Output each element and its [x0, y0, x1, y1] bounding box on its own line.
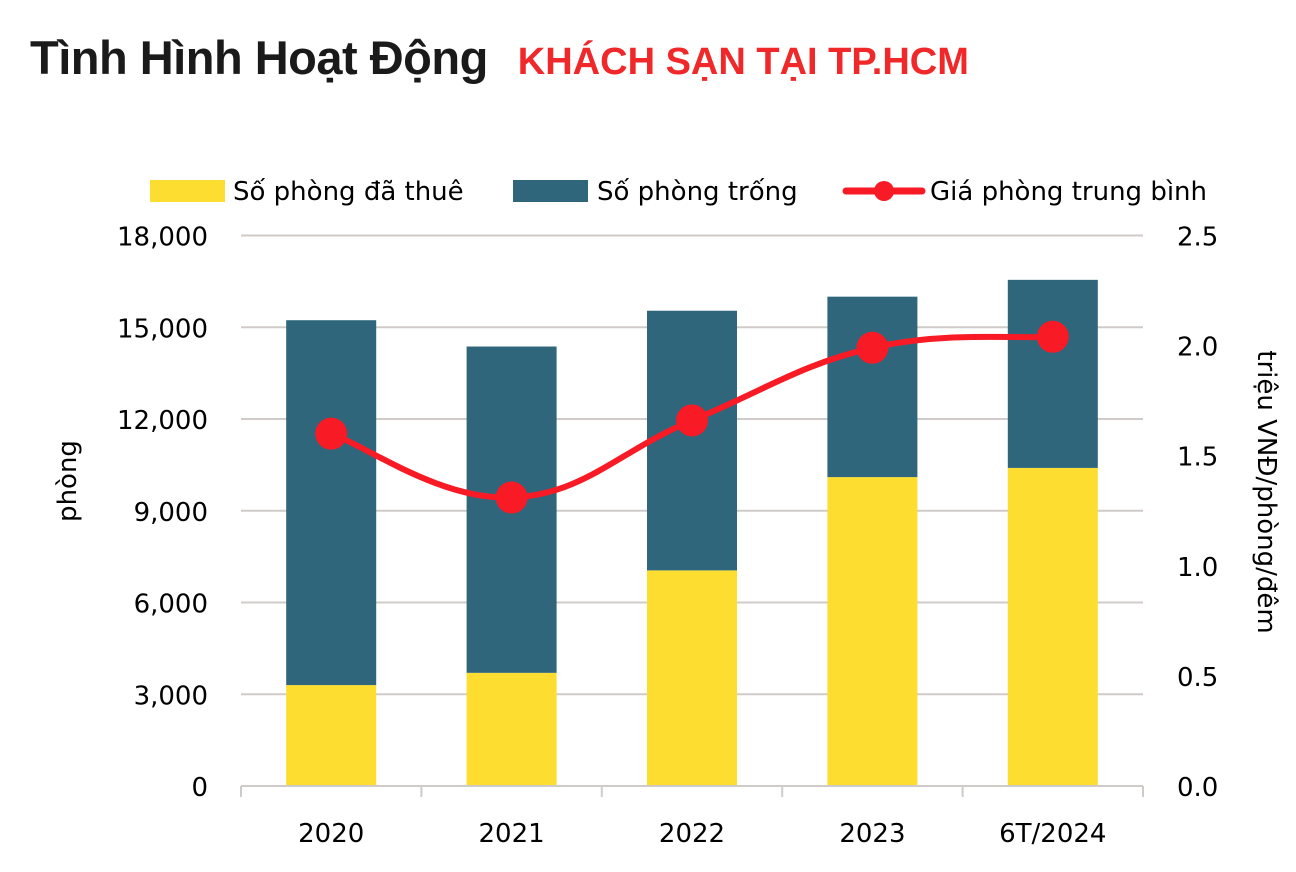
legend-item: Số phòng trống	[513, 177, 798, 207]
x-tick-label: 2022	[659, 819, 725, 849]
legend-swatch-icon	[513, 180, 588, 202]
bar-rented	[827, 477, 918, 786]
price-marker	[315, 417, 348, 450]
y-tick-label-right: 1.0	[1177, 553, 1218, 583]
legend: Số phòng đã thuê Số phòng trống Giá phòng …	[150, 177, 1207, 207]
y-axis-title-left: phòng	[53, 440, 83, 522]
y-tick-label-right: 0.0	[1177, 773, 1218, 803]
legend-item: Giá phòng trung bình	[842, 177, 1207, 207]
chart-subtitle: KHÁCH SẠN TẠI TP.HCM	[517, 41, 969, 83]
legend-swatch-icon	[150, 180, 225, 202]
y-tick-label-right: 2.5	[1177, 223, 1218, 253]
y-tick-label-left: 18,000	[117, 223, 208, 253]
y-tick-label-left: 0	[191, 773, 208, 803]
y-tick-label-left: 15,000	[117, 314, 208, 344]
bar-rented	[466, 672, 557, 786]
bar-vacant	[827, 296, 918, 478]
bar-vacant	[647, 310, 737, 571]
legend-label: Số phòng trống	[597, 177, 798, 207]
price-marker	[1036, 320, 1069, 353]
chart-title: Tình Hình Hoạt Động	[30, 31, 488, 84]
bar-vacant	[1007, 279, 1098, 468]
bar-rented	[286, 685, 377, 786]
x-tick-label: 2021	[479, 819, 545, 849]
legend-label: Số phòng đã thuê	[233, 177, 464, 207]
bar-vacant	[286, 320, 377, 686]
y-tick-label-right: 2.0	[1177, 333, 1218, 363]
bar-rented	[647, 570, 737, 786]
x-tick-label: 2023	[839, 819, 905, 849]
price-marker	[676, 404, 708, 437]
legend-label: Giá phòng trung bình	[930, 177, 1207, 207]
y-tick-label-left: 3,000	[134, 681, 208, 711]
bar-rented	[1007, 467, 1098, 786]
y-tick-label-right: 1.5	[1177, 443, 1218, 473]
x-tick-label: 6T/2024	[999, 819, 1106, 849]
price-marker	[856, 331, 889, 364]
title-row: Tình Hình Hoạt Động KHÁCH SẠN TẠI TP.HCM	[30, 30, 969, 100]
bars	[286, 279, 1098, 786]
y-axis-left: 0 3,000 6,000 9,000 12,000 15,000 18,000 phòng	[53, 223, 208, 804]
legend-item: Số phòng đã thuê	[150, 177, 464, 207]
price-marker	[495, 481, 528, 514]
y-tick-label-right: 0.5	[1177, 663, 1218, 693]
x-axis: 2020 2021 2022 2023 6T/2024	[240, 785, 1144, 849]
y-tick-label-left: 9,000	[134, 498, 208, 528]
x-tick-label: 2020	[298, 819, 364, 849]
price-line	[315, 320, 1069, 514]
y-tick-label-left: 12,000	[117, 406, 208, 436]
legend-marker-icon	[874, 181, 894, 201]
y-axis-right: 0.0 0.5 1.0 1.5 2.0 2.5 triệu VNĐ/phòng/đêm	[1177, 223, 1281, 804]
y-tick-label-left: 6,000	[134, 590, 208, 620]
y-axis-title-right: triệu VNĐ/phòng/đêm	[1251, 350, 1281, 633]
